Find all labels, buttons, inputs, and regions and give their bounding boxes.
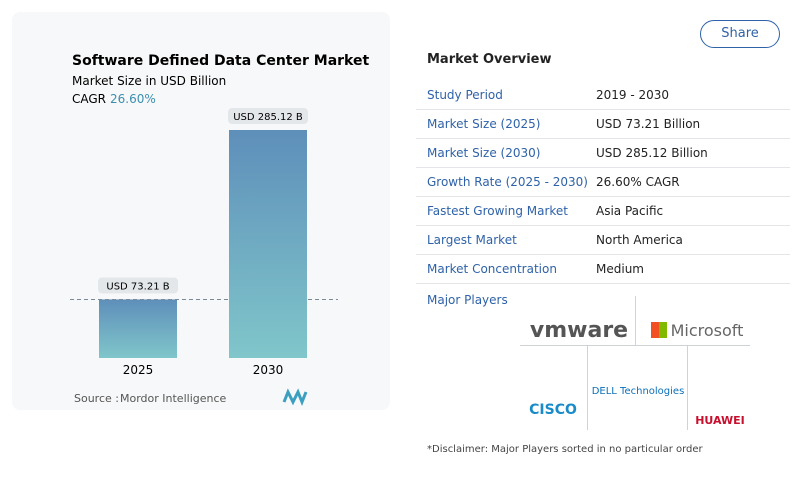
share-text[interactable]: Share (721, 26, 759, 41)
players-title: Major Players (427, 293, 508, 307)
logo-dell: DELL Technologies (591, 386, 685, 397)
value-label-box (228, 108, 308, 124)
chart-title: Software Defined Data Center Market (72, 53, 369, 69)
cagr-label: CAGR (72, 92, 106, 106)
overview-row: Fastest Growing Market Asia Pacific (416, 196, 790, 226)
row-value: USD 285.12 Billion (596, 146, 708, 160)
overview-row: Market Size (2030) USD 285.12 Billion (416, 138, 790, 168)
overview-row: Market Size (2025) USD 73.21 Billion (416, 109, 790, 139)
logo-cisco: CISCO (529, 402, 577, 418)
row-label: Market Size (2025) (427, 117, 541, 131)
divider (587, 345, 588, 430)
overview-row: Study Period 2019 - 2030 (416, 80, 790, 110)
x-tick-label: 2030 (253, 363, 284, 377)
overview-row: Largest Market North America (416, 225, 790, 255)
row-value: 2019 - 2030 (596, 88, 670, 102)
logo-huawei: HUAWEI (695, 414, 745, 427)
chart-card: Software Defined Data Center Market Mark… (12, 12, 390, 410)
chart-subtitle: Market Size in USD Billion (72, 74, 226, 88)
row-value: 26.60% CAGR (596, 175, 680, 189)
row-label: Fastest Growing Market (427, 204, 569, 218)
overview-title: Market Overview (427, 52, 552, 67)
logo-vmware: vmware (529, 318, 629, 343)
row-value: USD 73.21 Billion (596, 117, 701, 131)
logo-text: Microsoft (670, 321, 744, 340)
divider (520, 345, 750, 346)
disclaimer: *Disclaimer: Major Players sorted in no … (427, 444, 703, 455)
logo-microsoft: Microsoft (645, 321, 749, 340)
row-label: Market Concentration (427, 262, 557, 276)
source-name: Mordor Intelligence (120, 392, 227, 405)
overview-row: Market Concentration Medium (416, 254, 790, 284)
row-label: Growth Rate (2025 - 2030) (427, 175, 588, 189)
row-label: Study Period (427, 88, 503, 102)
x-tick-label: 2025 (123, 363, 154, 377)
row-value: North America (596, 233, 683, 247)
bar (99, 299, 177, 358)
source-label: Source : (74, 392, 119, 405)
value-label-box (98, 277, 178, 294)
divider (635, 296, 636, 345)
cagr-value: 26.60% (110, 92, 156, 106)
row-value: Asia Pacific (596, 204, 664, 218)
row-label: Market Size (2030) (427, 146, 541, 160)
value-label: USD 73.21 B (106, 281, 169, 292)
value-label: USD 285.12 B (233, 112, 303, 123)
chart: Software Defined Data Center Market Mark… (70, 53, 369, 407)
bar (229, 130, 307, 358)
brand-icon (282, 388, 308, 407)
overview-row: Growth Rate (2025 - 2030) 26.60% CAGR (416, 167, 790, 197)
divider (687, 345, 688, 430)
row-value: Medium (596, 262, 644, 276)
share-button[interactable]: Share (700, 20, 780, 48)
row-label: Largest Market (427, 233, 517, 247)
